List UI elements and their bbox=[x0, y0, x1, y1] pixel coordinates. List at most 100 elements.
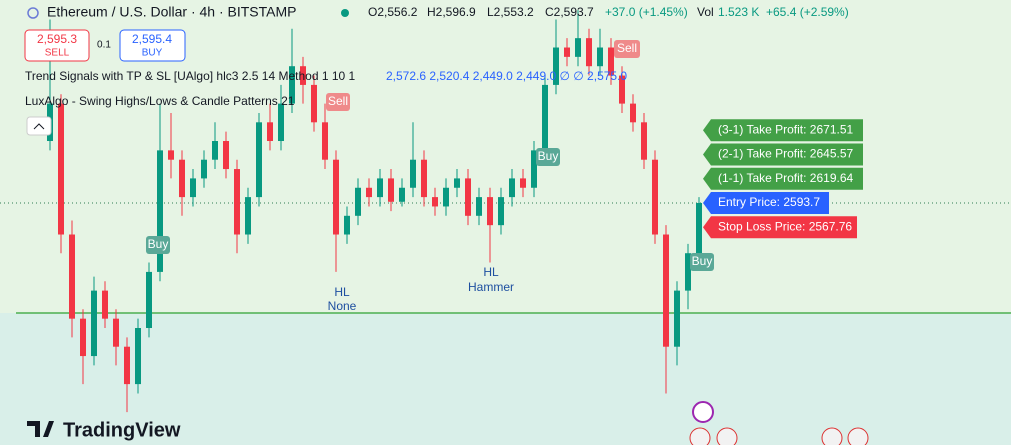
candle-body bbox=[476, 197, 482, 216]
indicator-values: 2,572.6 2,520.4 2,449.0 2,449.0 ∅ ∅ 2,57… bbox=[386, 69, 627, 83]
candle-body bbox=[256, 122, 262, 198]
sell-label: SELL bbox=[45, 48, 70, 59]
event-flag[interactable] bbox=[847, 427, 869, 445]
sell-price: 2,595.3 bbox=[37, 32, 77, 46]
candle-body bbox=[157, 150, 163, 272]
eth-icon bbox=[27, 7, 39, 19]
candle-body bbox=[575, 38, 581, 57]
candle-body bbox=[212, 141, 218, 160]
candle-body bbox=[619, 75, 625, 104]
candle-body bbox=[443, 187, 449, 207]
buy-text: Buy bbox=[692, 254, 713, 268]
level-label: (3-1) Take Profit: 2671.51 bbox=[718, 122, 854, 136]
buy-signal bbox=[536, 148, 560, 166]
candle-body bbox=[487, 197, 493, 226]
logo-text: TradingView bbox=[63, 419, 181, 441]
candle-body bbox=[542, 84, 548, 151]
buy-signal bbox=[146, 236, 170, 254]
vol-value: 1.523 K bbox=[718, 5, 759, 19]
buy-text: Buy bbox=[538, 149, 559, 163]
candle-body bbox=[113, 318, 119, 347]
buy-text: Buy bbox=[148, 237, 169, 251]
candle-body bbox=[234, 169, 240, 235]
candle-body bbox=[146, 271, 152, 329]
candle-body bbox=[366, 187, 372, 198]
candle-body bbox=[509, 178, 515, 198]
candle-body bbox=[597, 47, 603, 67]
indicator-name[interactable]: LuxAlgo - Swing Highs/Lows & Candle Patt… bbox=[25, 94, 295, 108]
vol-change: +65.4 (+2.59%) bbox=[766, 5, 849, 19]
trade-levels: (3-1) Take Profit: 2671.51 (2-1) Take Pro… bbox=[703, 119, 863, 239]
chevron bbox=[33, 123, 45, 130]
header: Ethereum / U.S. Dollar · 4h · BITSTAMP O… bbox=[27, 4, 849, 20]
candle-body bbox=[454, 178, 460, 188]
candle-body bbox=[91, 290, 97, 357]
level-tag bbox=[703, 119, 863, 142]
sell-signal bbox=[614, 40, 640, 58]
event-icon[interactable] bbox=[692, 401, 714, 423]
candle-body bbox=[69, 234, 75, 319]
candle-body bbox=[663, 234, 669, 347]
candle-body bbox=[344, 215, 350, 235]
collapse-button[interactable] bbox=[26, 116, 52, 136]
pattern-label: Hammer bbox=[468, 280, 514, 294]
trade-buttons[interactable]: 2,595.3 SELL 0.1 2,595.4 BUY bbox=[24, 29, 186, 62]
candle-body bbox=[641, 122, 647, 160]
symbol: Ethereum / U.S. Dollar · 4h · BITSTAMP bbox=[47, 4, 296, 20]
open: O2,556.2 bbox=[368, 5, 418, 19]
close: C2,593.7 bbox=[545, 5, 594, 19]
level-tag bbox=[703, 192, 829, 214]
candle-body bbox=[190, 178, 196, 198]
candle-body bbox=[608, 47, 614, 76]
candle-body bbox=[278, 103, 284, 142]
candle-body bbox=[80, 318, 86, 357]
candle-body bbox=[388, 178, 394, 202]
candle-body bbox=[399, 187, 405, 202]
level-label: Entry Price: 2593.7 bbox=[718, 195, 820, 209]
high: H2,596.9 bbox=[427, 5, 476, 19]
candle-body bbox=[696, 203, 702, 254]
buy-label: BUY bbox=[142, 48, 163, 59]
candle-body bbox=[201, 159, 207, 179]
candle-body bbox=[322, 122, 328, 160]
indicator-name[interactable]: Trend Signals with TP & SL [UAlgo] hlc3 … bbox=[25, 69, 356, 83]
logo: TradingView bbox=[27, 419, 181, 441]
candle-body bbox=[410, 159, 416, 188]
candle-body bbox=[421, 159, 427, 198]
candle-body bbox=[245, 197, 251, 235]
event-flag[interactable] bbox=[821, 427, 843, 445]
spread: 0.1 bbox=[97, 40, 111, 51]
candle-body bbox=[564, 47, 570, 57]
event-flag[interactable] bbox=[689, 427, 711, 445]
sell-text: Sell bbox=[617, 41, 637, 55]
candle-body bbox=[58, 103, 64, 235]
candle-body bbox=[465, 178, 471, 216]
buy-button[interactable] bbox=[119, 29, 186, 62]
candle-body bbox=[553, 47, 559, 85]
logo-mark bbox=[27, 421, 54, 437]
swing-label: HL bbox=[334, 285, 350, 299]
candle-body bbox=[289, 66, 295, 104]
candle-body bbox=[674, 290, 680, 347]
candle-body bbox=[311, 84, 317, 123]
change: +37.0 (+1.45%) bbox=[605, 5, 688, 19]
candle-body bbox=[498, 197, 504, 226]
swing-label: HL bbox=[483, 265, 499, 279]
level-label: (1-1) Take Profit: 2619.64 bbox=[718, 171, 854, 185]
buy-price: 2,595.4 bbox=[132, 32, 172, 46]
candle-body bbox=[652, 159, 658, 235]
level-label: (2-1) Take Profit: 2645.57 bbox=[718, 147, 854, 161]
candle-body bbox=[355, 187, 361, 216]
low: L2,553.2 bbox=[487, 5, 534, 19]
lower-zone bbox=[0, 313, 1011, 445]
candle-body bbox=[135, 328, 141, 385]
event-flag[interactable] bbox=[716, 427, 738, 445]
sell-button[interactable] bbox=[24, 29, 90, 62]
level-tag bbox=[703, 167, 863, 190]
candle-body bbox=[223, 141, 229, 170]
sell-text: Sell bbox=[328, 94, 348, 108]
candles bbox=[47, 10, 702, 413]
candle-body bbox=[267, 122, 273, 142]
signals: Buy Buy Buy Sell Sell bbox=[146, 40, 714, 271]
